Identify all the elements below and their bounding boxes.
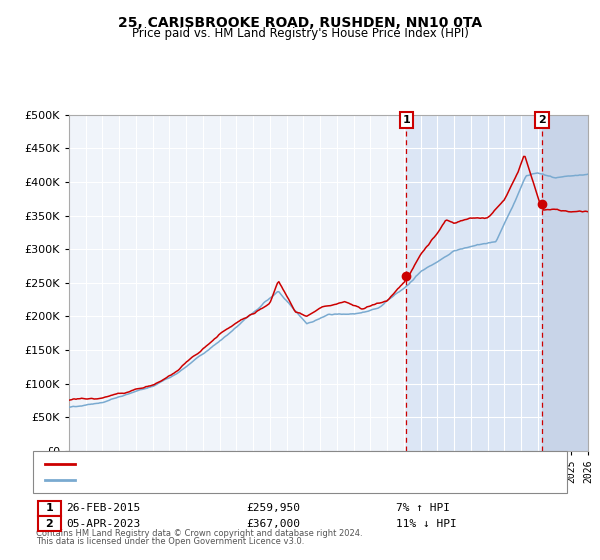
Bar [542,115,588,451]
Text: 1: 1 [403,115,410,125]
Text: 7% ↑ HPI: 7% ↑ HPI [396,503,450,514]
Bar [406,115,588,451]
Text: 26-FEB-2015: 26-FEB-2015 [66,503,140,514]
Text: £367,000: £367,000 [246,519,300,529]
Text: 25, CARISBROOKE ROAD, RUSHDEN, NN10 0TA (detached house): 25, CARISBROOKE ROAD, RUSHDEN, NN10 0TA … [81,459,420,469]
Text: HPI: Average price, detached house, North Northamptonshire: HPI: Average price, detached house, Nort… [81,475,401,485]
Text: 05-APR-2023: 05-APR-2023 [66,519,140,529]
Text: Contains HM Land Registry data © Crown copyright and database right 2024.: Contains HM Land Registry data © Crown c… [36,529,362,538]
Text: Price paid vs. HM Land Registry's House Price Index (HPI): Price paid vs. HM Land Registry's House … [131,27,469,40]
Text: 11% ↓ HPI: 11% ↓ HPI [396,519,457,529]
Text: This data is licensed under the Open Government Licence v3.0.: This data is licensed under the Open Gov… [36,537,304,546]
Text: 2: 2 [46,519,53,529]
Text: 25, CARISBROOKE ROAD, RUSHDEN, NN10 0TA: 25, CARISBROOKE ROAD, RUSHDEN, NN10 0TA [118,16,482,30]
Text: £259,950: £259,950 [246,503,300,514]
Text: 1: 1 [46,503,53,514]
Text: 2: 2 [538,115,546,125]
